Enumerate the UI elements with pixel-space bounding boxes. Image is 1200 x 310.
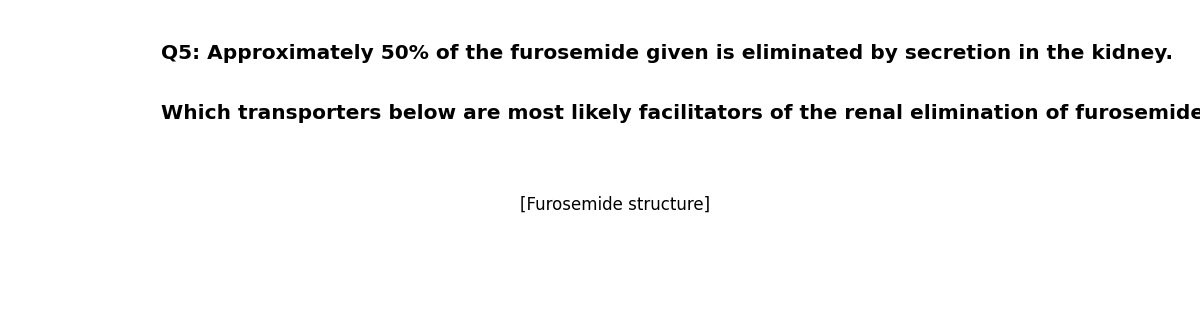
Text: Q5: Approximately 50% of the furosemide given is eliminated by secretion in the : Q5: Approximately 50% of the furosemide … bbox=[161, 44, 1174, 63]
Text: [Furosemide structure]: [Furosemide structure] bbox=[520, 195, 710, 213]
Text: Which transporters below are most likely facilitators of the renal elimination o: Which transporters below are most likely… bbox=[161, 104, 1200, 123]
